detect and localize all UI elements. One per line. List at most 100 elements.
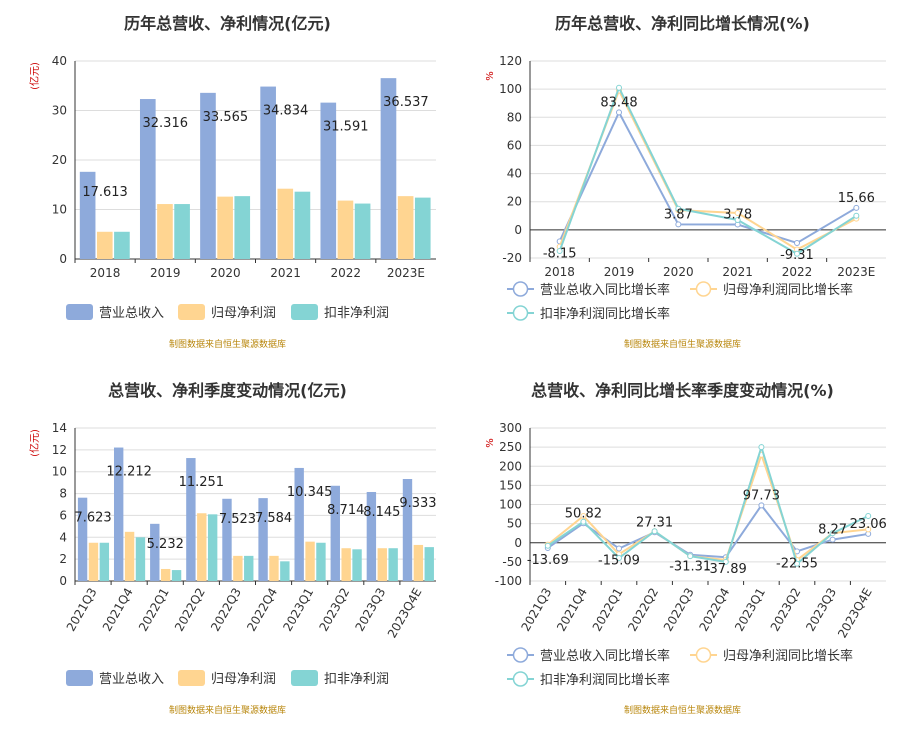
- x-tick-label: 2019: [604, 265, 635, 279]
- x-tick-label: 2023Q2: [768, 586, 804, 634]
- data-point: [687, 553, 694, 560]
- chart-title: 总营收、净利同比增长率季度变动情况(%): [531, 381, 834, 400]
- chart-title: 历年总营收、净利同比增长情况(%): [555, 14, 810, 33]
- x-tick-label: 2022Q2: [172, 586, 208, 634]
- data-label: 23.06: [850, 517, 887, 532]
- data-point: [794, 560, 800, 567]
- bar-parent-profit: [377, 548, 387, 581]
- x-tick-label: 2018: [90, 266, 121, 280]
- panel-annual-growth: 历年总营收、净利同比增长情况(%) 制图数据来自恒生聚源数据库: [455, 0, 910, 366]
- x-tick-label: 2022Q3: [208, 586, 244, 634]
- series-line-deducted-profit: [558, 85, 857, 255]
- data-label: 34.834: [263, 104, 309, 119]
- bar-deducted-profit: [414, 197, 431, 259]
- source-note: 制图数据来自恒生聚源数据库: [168, 340, 286, 350]
- bar-parent-profit: [277, 188, 294, 259]
- data-point: [616, 545, 622, 552]
- y-tick-label: 0: [59, 574, 67, 588]
- legend-swatch-marker: [512, 281, 529, 297]
- data-point: [758, 502, 765, 509]
- legend-label: 营业总收入: [99, 672, 164, 687]
- y-tick-label: 4: [59, 530, 67, 544]
- chart-title: 总营收、净利季度变动情况(亿元): [108, 381, 347, 400]
- data-label: 15.66: [838, 191, 875, 206]
- source-note: 制图数据来自恒生聚源数据库: [623, 340, 741, 350]
- y-tick-label: 60: [507, 138, 522, 152]
- y-tick-label: 0: [514, 223, 522, 237]
- bar-deducted-profit: [174, 204, 190, 259]
- x-tick-label: 2022: [330, 266, 361, 280]
- y-tick-label: 200: [499, 459, 522, 473]
- data-label: -9.31: [780, 248, 814, 263]
- x-tick-label: 2022Q4: [696, 586, 732, 634]
- data-label: 12.212: [106, 465, 152, 480]
- legend-label: 归母净利润同比增长率: [723, 648, 853, 664]
- y-axis-unit: (亿元): [28, 62, 41, 90]
- source-note: 制图数据来自恒生聚源数据库: [168, 706, 286, 716]
- data-label: 9.333: [399, 496, 436, 511]
- x-tick-label: 2023E: [387, 266, 425, 280]
- bar-parent-profit: [157, 204, 173, 259]
- x-tick-label: 2021Q4: [554, 586, 590, 634]
- data-point: [616, 109, 622, 116]
- x-tick-label: 2022Q2: [625, 586, 661, 634]
- bar-parent-profit: [269, 555, 279, 581]
- data-point: [853, 212, 860, 219]
- data-label: 3.87: [664, 207, 693, 222]
- bar-parent-profit: [337, 200, 354, 259]
- y-tick-label: 40: [507, 167, 522, 181]
- data-label: 33.565: [203, 110, 249, 125]
- bar-deducted-profit: [135, 537, 146, 581]
- y-tick-label: 50: [507, 517, 522, 531]
- legend-label: 扣非净利润: [324, 672, 389, 687]
- bar-parent-profit: [413, 544, 424, 581]
- data-label: -31.31: [669, 560, 711, 575]
- x-tick-label: 2023Q1: [280, 586, 316, 634]
- y-tick-label: 10: [52, 203, 67, 217]
- y-axis-unit: (亿元): [28, 429, 41, 457]
- bar-revenue: [330, 485, 340, 581]
- y-tick-label: 6: [59, 508, 67, 522]
- y-tick-label: 30: [52, 104, 67, 118]
- x-tick-label: 2020: [210, 266, 241, 280]
- data-label: 17.613: [82, 185, 128, 200]
- data-label: 50.82: [565, 506, 602, 521]
- data-label: 31.591: [323, 120, 369, 135]
- data-label: 5.232: [147, 537, 184, 552]
- data-label: -13.69: [527, 553, 569, 568]
- data-point: [616, 84, 622, 91]
- bar-deducted-profit: [207, 514, 218, 581]
- data-label: 8.145: [363, 505, 400, 520]
- data-point: [580, 512, 587, 519]
- x-tick-label: 2021: [270, 266, 301, 280]
- bar-revenue: [222, 498, 232, 581]
- y-tick-label: 12: [52, 443, 67, 457]
- legend-swatch-marker: [512, 647, 529, 663]
- bar-parent-profit: [341, 548, 351, 581]
- x-tick-label: 2022: [782, 265, 813, 279]
- y-tick-label: 20: [507, 195, 522, 209]
- data-point: [829, 536, 836, 543]
- bar-revenue: [113, 447, 124, 581]
- x-tick-label: 2021: [722, 265, 753, 279]
- chart-title: 历年总营收、净利情况(亿元): [124, 14, 331, 33]
- bar-deducted-profit: [114, 231, 130, 259]
- legend-label: 扣非净利润同比增长率: [540, 672, 670, 688]
- data-label: 8.27: [818, 523, 847, 538]
- data-point: [722, 558, 729, 565]
- bar-parent-profit: [160, 568, 171, 581]
- data-label: -8.15: [543, 246, 577, 261]
- bar-parent-profit: [397, 196, 414, 259]
- data-point: [758, 444, 765, 451]
- legend-swatch-marker: [512, 305, 529, 321]
- bar-parent-profit: [197, 513, 207, 581]
- bar-revenue: [186, 458, 196, 581]
- x-tick-label: 2021Q3: [518, 586, 554, 634]
- bar-parent-profit: [233, 555, 243, 581]
- legend-swatch-marker: [695, 647, 712, 663]
- legend-swatch-marker: [695, 281, 712, 297]
- y-tick-label: -20: [502, 251, 522, 265]
- bar-revenue: [139, 99, 156, 259]
- legend-swatch: [178, 670, 205, 686]
